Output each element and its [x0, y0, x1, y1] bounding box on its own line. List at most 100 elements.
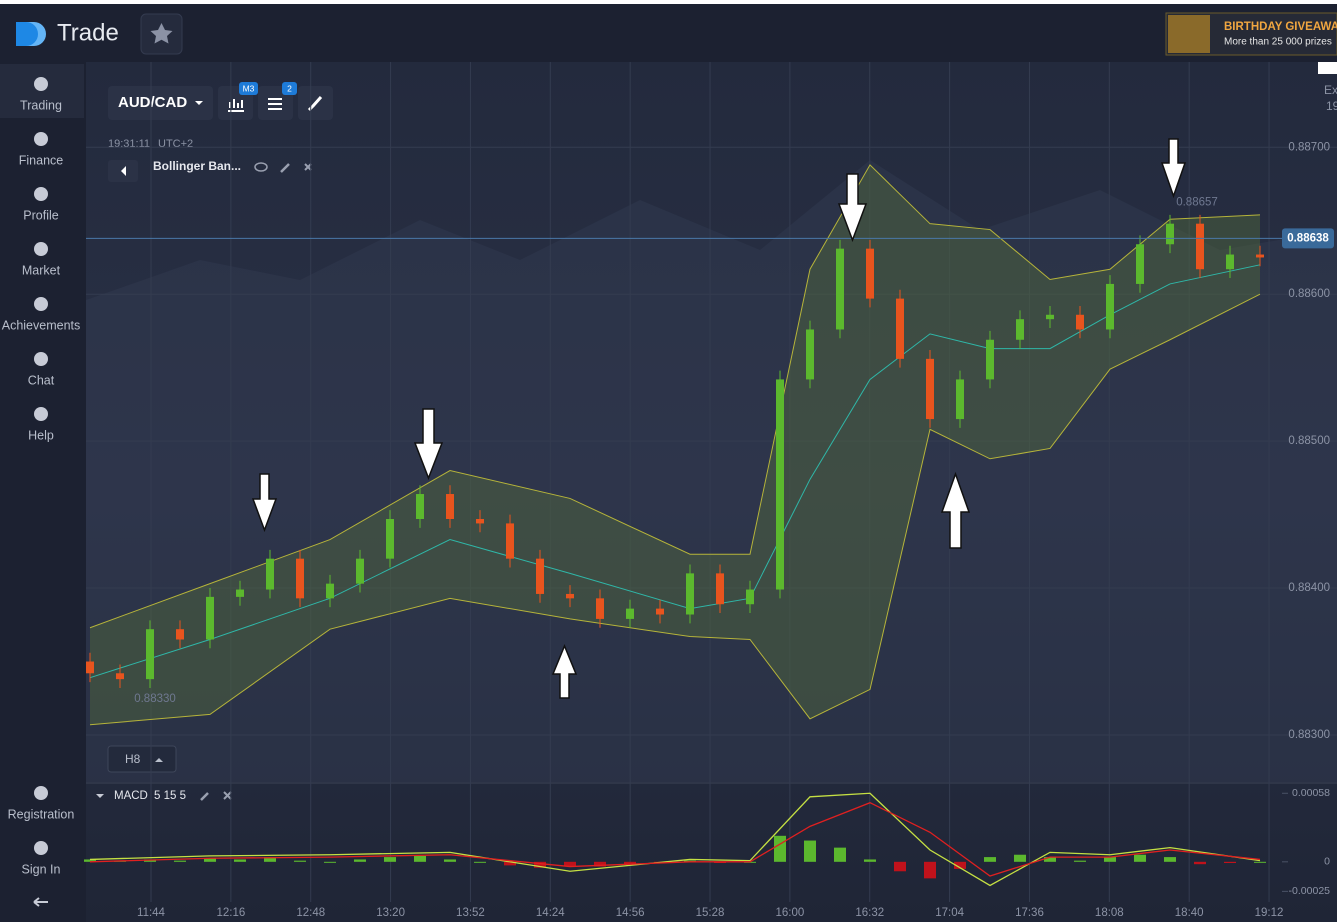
- nav-item[interactable]: Finance: [19, 132, 64, 167]
- macd-line: [89, 792, 1261, 887]
- y-tick-label: 0.88500: [1288, 435, 1330, 447]
- histogram-bar: [444, 859, 456, 862]
- histogram-bar: [354, 859, 366, 862]
- timeframe-selector[interactable]: [107, 745, 177, 773]
- edit-icon[interactable]: [200, 792, 209, 801]
- histogram-bar: [1014, 854, 1026, 862]
- candle-body: [326, 583, 334, 599]
- nav-label: Registration: [8, 807, 75, 821]
- histogram-bar: [414, 855, 426, 862]
- histogram-bar: [264, 857, 276, 862]
- nav-item[interactable]: Sign In: [22, 841, 61, 876]
- candle-body: [716, 573, 724, 605]
- candle-body: [746, 589, 754, 605]
- eye-icon[interactable]: [254, 162, 268, 172]
- candle-body: [476, 519, 484, 524]
- candle-body: [566, 593, 574, 599]
- sidebar-bg: [0, 62, 84, 922]
- pair-selector[interactable]: [108, 86, 213, 120]
- band-lower: [89, 293, 1261, 726]
- candle-body: [86, 661, 94, 674]
- collapse-arrow[interactable]: [33, 897, 48, 907]
- promo-banner[interactable]: BIRTHDAY GIVEAWA More than 25 000 prizes: [1165, 12, 1337, 56]
- nav-item[interactable]: Chat: [28, 352, 55, 387]
- nav-icon: [34, 242, 48, 256]
- y-tick-label: -0.00025: [1289, 885, 1331, 897]
- dropdown-caret: [195, 101, 203, 105]
- up-arrow: [940, 471, 971, 549]
- badge: [282, 82, 297, 95]
- logo[interactable]: Trade: [16, 19, 119, 46]
- brush-icon: [307, 96, 323, 112]
- candle-body: [986, 339, 994, 380]
- histogram-bar: [954, 861, 966, 869]
- histogram-bar: [534, 861, 546, 868]
- up-caret: [155, 758, 163, 762]
- logo-icon: [16, 22, 40, 46]
- nav-item[interactable]: Profile: [23, 187, 59, 222]
- band-upper: [89, 164, 1261, 629]
- candle-body: [1076, 314, 1084, 330]
- nav-item[interactable]: Registration: [8, 786, 75, 821]
- x-tick-label: 18:08: [1095, 907, 1124, 919]
- star-icon: [150, 23, 173, 44]
- indicator-label: Bollinger Ban...: [153, 159, 241, 173]
- edit-icon[interactable]: [280, 163, 290, 173]
- scroll-box[interactable]: [1318, 62, 1337, 74]
- nav-icon: [34, 407, 48, 421]
- histogram-bar: [894, 861, 906, 872]
- indicators-icon: [268, 98, 282, 110]
- candle-body: [656, 608, 664, 615]
- histogram-bar: [564, 861, 576, 867]
- header: [0, 0, 1337, 62]
- down-arrow: [1160, 138, 1187, 199]
- histogram-bar: [384, 857, 396, 862]
- nav-icon: [34, 132, 48, 146]
- y-tick-label: 0.88300: [1288, 729, 1330, 741]
- x-tick-label: 16:32: [855, 907, 884, 919]
- chart-icon: [228, 99, 244, 112]
- candle-body: [1136, 244, 1144, 284]
- candle-body: [1016, 319, 1024, 340]
- candle-body: [356, 558, 364, 584]
- candle-body: [866, 248, 874, 299]
- candle-body: [896, 298, 904, 359]
- candle-body: [1196, 223, 1204, 270]
- histogram-bar: [234, 859, 246, 862]
- band-fill: [90, 164, 1260, 725]
- badge-text: 2: [287, 83, 292, 93]
- candle-body: [626, 608, 634, 619]
- y-tick-label: 0.88700: [1288, 141, 1330, 153]
- up-arrow: [551, 644, 578, 699]
- x-tick-label: 18:40: [1175, 907, 1204, 919]
- macd-params: 5 15 5: [154, 790, 186, 802]
- low-label: 0.88330: [134, 693, 176, 705]
- histogram-bar: [1164, 857, 1176, 862]
- histogram-bar: [834, 847, 846, 862]
- nav-item[interactable]: Help: [28, 407, 54, 442]
- promo-text: More than 25 000 prizes: [1224, 37, 1332, 48]
- histogram-bar: [1074, 860, 1086, 862]
- candle-body: [386, 519, 394, 559]
- macd-caret[interactable]: [96, 794, 104, 798]
- candle-body: [806, 329, 814, 380]
- nav-item[interactable]: Trading: [20, 77, 62, 112]
- badge: [239, 82, 258, 95]
- histogram-bar: [864, 859, 876, 862]
- candle-body: [146, 629, 154, 680]
- x-tick-label: 15:28: [696, 907, 725, 919]
- x-tick-label: 17:36: [1015, 907, 1044, 919]
- close-icon[interactable]: [223, 791, 232, 800]
- nav-item[interactable]: Market: [22, 242, 61, 277]
- nav-icon: [34, 786, 48, 800]
- nav-icon: [34, 77, 48, 91]
- close-icon[interactable]: [304, 163, 312, 171]
- candle-body: [266, 558, 274, 590]
- down-arrow: [251, 473, 278, 533]
- current-price-label: 0.88638: [1287, 232, 1329, 244]
- nav-item[interactable]: Achievements: [2, 297, 81, 332]
- candle-body: [416, 494, 424, 520]
- promo-title: BIRTHDAY GIVEAWA: [1224, 21, 1337, 33]
- histogram-bar: [294, 860, 306, 862]
